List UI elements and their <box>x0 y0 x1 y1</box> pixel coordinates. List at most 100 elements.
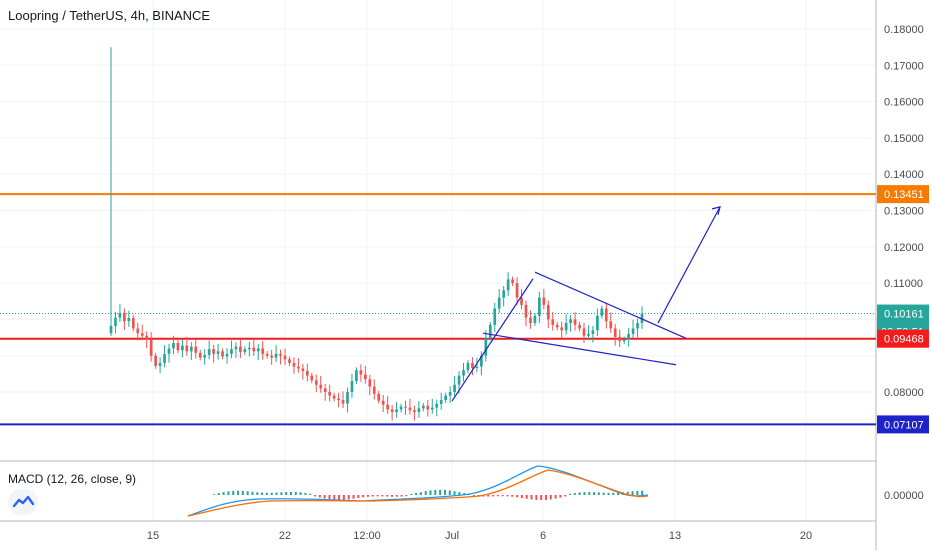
candle-body <box>323 388 327 392</box>
tradingview-logo <box>8 489 38 515</box>
candle-body <box>305 370 309 376</box>
candle-body <box>430 407 434 410</box>
candle-body <box>555 324 559 328</box>
macd-histogram-bar <box>304 492 307 495</box>
macd-histogram-bar <box>424 491 427 495</box>
candle-body <box>234 346 238 350</box>
candle-body <box>457 375 461 385</box>
macd-histogram-bar <box>429 490 432 495</box>
last-price-badge-text: 0.10161 <box>884 309 924 321</box>
macd-histogram-bar <box>386 495 389 497</box>
candle-body <box>475 366 479 369</box>
candle-body <box>569 319 572 324</box>
macd-histogram-bar <box>472 495 475 497</box>
macd-histogram-bar <box>612 492 615 495</box>
macd-histogram-bar <box>256 492 259 495</box>
macd-histogram-bar <box>352 495 355 499</box>
macd-pane <box>187 465 649 517</box>
macd-histogram-bar <box>520 495 523 498</box>
macd-histogram-bar <box>631 491 634 495</box>
macd-histogram-bar <box>251 491 254 495</box>
macd-histogram-bar <box>289 491 292 495</box>
candle-body <box>573 319 577 325</box>
macd-histogram-bar <box>241 490 244 495</box>
low-support-badge-text: 0.07107 <box>884 419 924 431</box>
macd-histogram-bar <box>391 495 394 497</box>
cloud-icon <box>12 495 35 508</box>
macd-histogram-bar <box>636 490 639 495</box>
chart-title: Loopring / TetherUS, 4h, BINANCE <box>8 8 211 23</box>
candle-body <box>613 328 617 337</box>
candle-body <box>140 333 144 336</box>
price-tick-label: 0.08000 <box>884 387 924 399</box>
macd-histogram-bar <box>400 495 403 497</box>
macd-indicator-label[interactable]: MACD (12, 26, close, 9) <box>8 472 137 486</box>
macd-histogram-bar <box>506 495 509 497</box>
macd-histogram-bar <box>405 495 408 497</box>
macd-histogram-bar <box>554 495 557 499</box>
price-tick-label: 0.18000 <box>884 24 924 36</box>
candle-body <box>529 317 532 324</box>
macd-histogram-bar <box>227 491 230 495</box>
candle-body <box>636 323 639 329</box>
candle-body <box>212 349 215 354</box>
candle-body <box>176 342 180 351</box>
candle-body <box>372 386 376 394</box>
candle-body <box>422 405 425 409</box>
candle-body <box>520 297 523 305</box>
macd-histogram-bar <box>318 495 321 498</box>
candle-body <box>274 353 278 358</box>
macd-histogram-bar <box>602 492 605 495</box>
time-tick-label: 13 <box>669 530 681 542</box>
candle-body <box>203 354 207 358</box>
macd-histogram-bar <box>597 492 600 495</box>
candle-body <box>444 395 448 400</box>
candle-body <box>506 279 510 291</box>
candle-body <box>261 348 265 354</box>
candle-body <box>239 346 242 353</box>
macd-histogram-bar <box>275 492 278 495</box>
candle-body <box>551 319 555 325</box>
macd-histogram-bar <box>415 493 418 495</box>
candle-body <box>355 370 358 382</box>
drawings <box>451 206 721 402</box>
candle-body <box>560 327 564 331</box>
candle-body <box>123 312 126 322</box>
macd-histogram-bar <box>309 493 312 495</box>
macd-histogram-bar <box>516 495 519 498</box>
candle-body <box>198 352 202 358</box>
macd-histogram-bar <box>395 495 398 497</box>
candle-body <box>270 355 273 358</box>
candle-body <box>207 349 211 355</box>
candle-body <box>600 308 604 316</box>
candle-body <box>591 330 595 334</box>
macd-zero-label: 0.00000 <box>884 490 924 502</box>
candle-body <box>292 362 296 367</box>
candle-body <box>627 333 630 340</box>
support-badge-text: 0.09468 <box>884 334 924 346</box>
projection-arrow <box>657 206 721 324</box>
macd-histogram-bar <box>270 492 273 495</box>
candle-body <box>515 283 519 298</box>
macd-histogram-bar <box>213 494 215 495</box>
macd-histogram-bar <box>564 495 567 497</box>
candle-body <box>390 409 394 412</box>
candle-body <box>471 362 474 369</box>
candle-body <box>596 315 599 331</box>
candle-body <box>377 393 381 401</box>
candle-body <box>337 398 340 400</box>
macd-histogram-bar <box>607 492 610 495</box>
candle-body <box>243 349 247 353</box>
macd-histogram-bar <box>549 495 552 500</box>
price-tick-label: 0.11000 <box>884 278 923 290</box>
candle-body <box>145 335 149 340</box>
macd-histogram-bar <box>492 495 495 497</box>
trendline <box>482 332 677 366</box>
candle-body <box>265 353 269 356</box>
candle-body <box>283 355 287 360</box>
support-badge <box>877 329 929 348</box>
candle-body <box>189 346 193 352</box>
